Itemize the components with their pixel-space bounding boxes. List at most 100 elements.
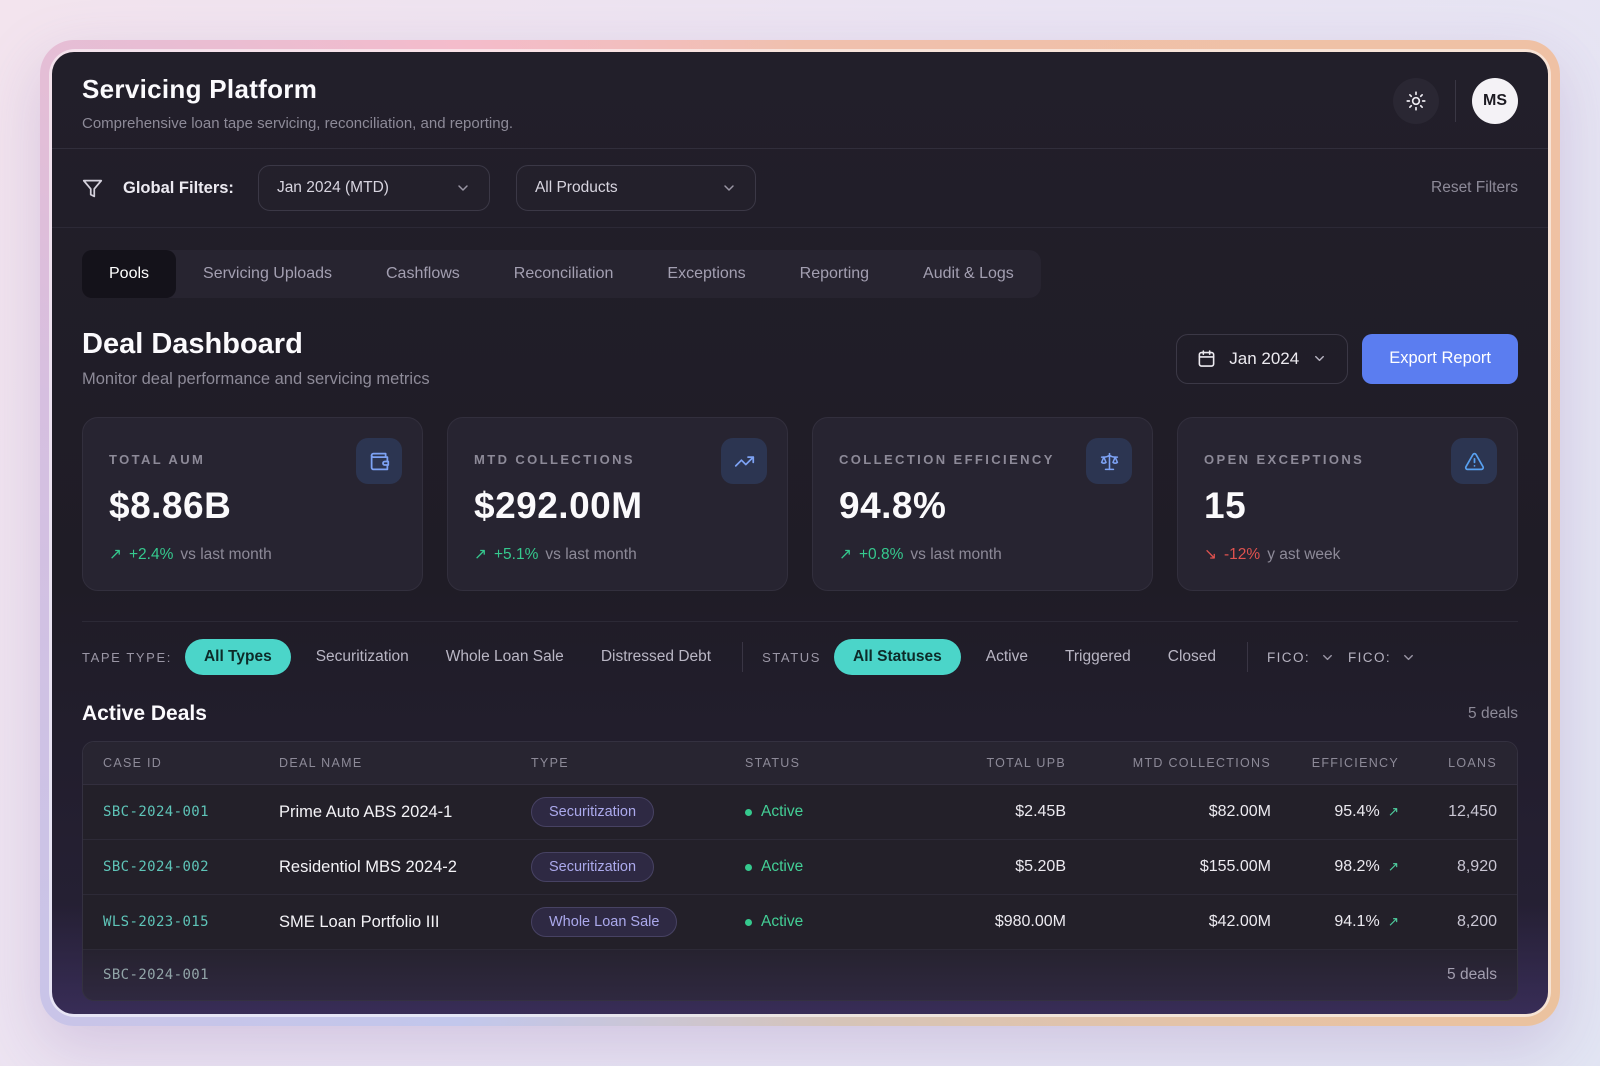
kpi-delta-row: ↗ +5.1% vs last month: [474, 545, 761, 564]
footer-case-id: SBC-2024-001: [103, 967, 209, 983]
efficiency-value: 95.4%: [1334, 803, 1380, 820]
kpi-value: $8.86B: [109, 485, 232, 526]
trend-up-icon: ↗: [1387, 859, 1399, 874]
table-footer-row: SBC-2024-001 5 deals: [83, 950, 1517, 1000]
header-text: Servicing Platform Comprehensive loan ta…: [82, 74, 513, 132]
kpi-card-mtd-collections: MTD COLLECTIONS $292.00M ↗ +5.1% vs last…: [447, 417, 788, 591]
status-label: STATUS: [762, 649, 822, 665]
kpi-delta: +5.1%: [494, 545, 539, 563]
tape-type-chip-securitization[interactable]: Securitization: [315, 648, 409, 665]
date-picker-value: Jan 2024: [1229, 348, 1300, 368]
kpi-value: 94.8%: [839, 485, 947, 526]
table-row[interactable]: WLS-2023-015 SME Loan Portfolio III Whol…: [83, 895, 1517, 950]
chevron-down-icon: [1320, 650, 1335, 665]
tape-type-chip-distressed-debt[interactable]: Distressed Debt: [600, 648, 712, 665]
case-id-cell: SBC-2024-002: [103, 859, 209, 875]
kpi-caption: vs last month: [910, 545, 1002, 563]
efficiency-cell: 98.2% ↗: [1271, 858, 1399, 876]
tape-type-chip-whole-loan-sale[interactable]: Whole Loan Sale: [445, 648, 564, 665]
reset-filters-button[interactable]: Reset Filters: [1431, 179, 1518, 196]
table-row[interactable]: SBC-2024-002 Residentiol MBS 2024-2 Secu…: [83, 840, 1517, 895]
fico-min-dropdown[interactable]: FICO:: [1267, 650, 1335, 665]
trend-up-icon: ↗: [109, 546, 122, 563]
kpi-delta-row: ↘ -12% y ast week: [1204, 545, 1491, 564]
tab-servicing-uploads[interactable]: Servicing Uploads: [203, 265, 332, 282]
column-header-loans: LOANS: [1448, 756, 1497, 770]
window-frame: Servicing Platform Comprehensive loan ta…: [40, 40, 1560, 1026]
period-select[interactable]: Jan 2024 (MTD): [257, 165, 490, 211]
trend-up-icon: ↗: [1387, 914, 1399, 929]
table-row[interactable]: SBC-2024-001 Prime Auto ABS 2024-1 Secur…: [83, 785, 1517, 840]
kpi-card-open-exceptions: OPEN EXCEPTIONS 15 ↘ -12% y ast week: [1177, 417, 1518, 591]
loans-cell: 12,450: [1448, 803, 1497, 820]
period-select-value: Jan 2024 (MTD): [276, 179, 389, 196]
type-badge: Securitization: [531, 852, 655, 882]
user-avatar[interactable]: MS: [1472, 78, 1518, 124]
column-header-mtd-collections: MTD COLLECTIONS: [1132, 756, 1271, 770]
table-header-row: CASE ID DEAL NAME TYPE STATUS TOTAL UPB …: [83, 742, 1517, 785]
product-select[interactable]: All Products: [515, 165, 756, 211]
column-header-deal-name: DEAL NAME: [279, 756, 363, 770]
efficiency-value: 94.1%: [1334, 913, 1380, 930]
trending-up-icon: [721, 438, 767, 484]
status-dot-icon: [745, 918, 752, 926]
page-title: Deal Dashboard: [82, 328, 303, 360]
kpi-delta: -12%: [1224, 545, 1261, 563]
trend-down-icon: ↘: [1204, 546, 1217, 563]
efficiency-cell: 94.1% ↗: [1271, 913, 1399, 931]
kpi-card-total-aum: TOTAL AUM $8.86B ↗ +2.4% vs last month: [82, 417, 423, 591]
kpi-card-collection-efficiency: COLLECTION EFFICIENCY 94.8% ↗ +0.8% vs l…: [812, 417, 1153, 591]
tab-cashflows[interactable]: Cashflows: [385, 265, 460, 282]
footer-deals-count: 5 deals: [1447, 966, 1497, 983]
tab-reporting[interactable]: Reporting: [799, 265, 870, 282]
status-dot-icon: [745, 808, 752, 816]
kpi-label: TOTAL AUM: [109, 452, 206, 467]
status-chip-closed[interactable]: Closed: [1167, 648, 1216, 665]
filter-funnel-icon: [82, 178, 103, 199]
global-filters-label: Global Filters:: [123, 178, 234, 197]
status-chip-all-statuses[interactable]: All Statuses: [834, 639, 961, 675]
trend-up-icon: ↗: [1387, 804, 1399, 819]
fico-min-label: FICO:: [1267, 649, 1310, 665]
mtd-collections-cell: $82.00M: [1208, 803, 1271, 820]
status-badge: Active: [761, 913, 804, 930]
alert-triangle-icon: [1451, 438, 1497, 484]
column-header-total-upb: TOTAL UPB: [986, 756, 1066, 770]
type-cell: Securitization: [531, 797, 745, 827]
tabs-container: Pools Servicing Uploads Cashflows Reconc…: [52, 228, 1548, 298]
deals-count: 5 deals: [1468, 705, 1518, 722]
tab-exceptions[interactable]: Exceptions: [667, 265, 746, 282]
theme-toggle-button[interactable]: [1393, 78, 1439, 124]
status-cell: Active: [745, 803, 913, 821]
fico-max-dropdown[interactable]: FICO:: [1348, 650, 1416, 665]
date-picker[interactable]: Jan 2024: [1176, 333, 1349, 384]
export-report-button[interactable]: Export Report: [1362, 333, 1518, 384]
scale-icon: [1086, 438, 1132, 484]
loans-cell: 8,200: [1456, 913, 1497, 930]
product-select-value: All Products: [534, 179, 618, 196]
sun-icon: [1406, 91, 1426, 111]
tab-strip: Pools Servicing Uploads Cashflows Reconc…: [82, 250, 1041, 298]
case-id-cell: SBC-2024-001: [103, 804, 209, 820]
deals-title: Active Deals: [82, 702, 207, 725]
loans-cell: 8,920: [1456, 858, 1497, 875]
deal-name-cell: Residentiol MBS 2024-2: [279, 857, 457, 876]
tab-pools[interactable]: Pools: [82, 250, 177, 298]
kpi-value: $292.00M: [474, 485, 643, 526]
total-upb-cell: $5.20B: [1015, 858, 1066, 875]
status-cell: Active: [745, 913, 913, 931]
tab-audit-logs[interactable]: Audit & Logs: [923, 265, 1014, 282]
kpi-value: 15: [1204, 485, 1247, 526]
tape-type-chip-all-types[interactable]: All Types: [184, 639, 291, 675]
status-chip-triggered[interactable]: Triggered: [1064, 648, 1131, 665]
tab-reconciliation[interactable]: Reconciliation: [513, 265, 614, 282]
chevron-down-icon: [1401, 650, 1416, 665]
dashboard-heading: Deal Dashboard Monitor deal performance …: [82, 328, 430, 389]
trend-up-icon: ↗: [474, 546, 487, 563]
status-chip-active[interactable]: Active: [985, 648, 1028, 665]
dashboard-controls: Jan 2024 Export Report: [1176, 333, 1518, 384]
global-filters-bar: Global Filters: Jan 2024 (MTD) All Produ…: [52, 149, 1548, 228]
tape-type-label: TAPE TYPE:: [82, 649, 172, 665]
kpi-label: MTD COLLECTIONS: [474, 452, 635, 467]
vertical-divider: [742, 642, 744, 672]
